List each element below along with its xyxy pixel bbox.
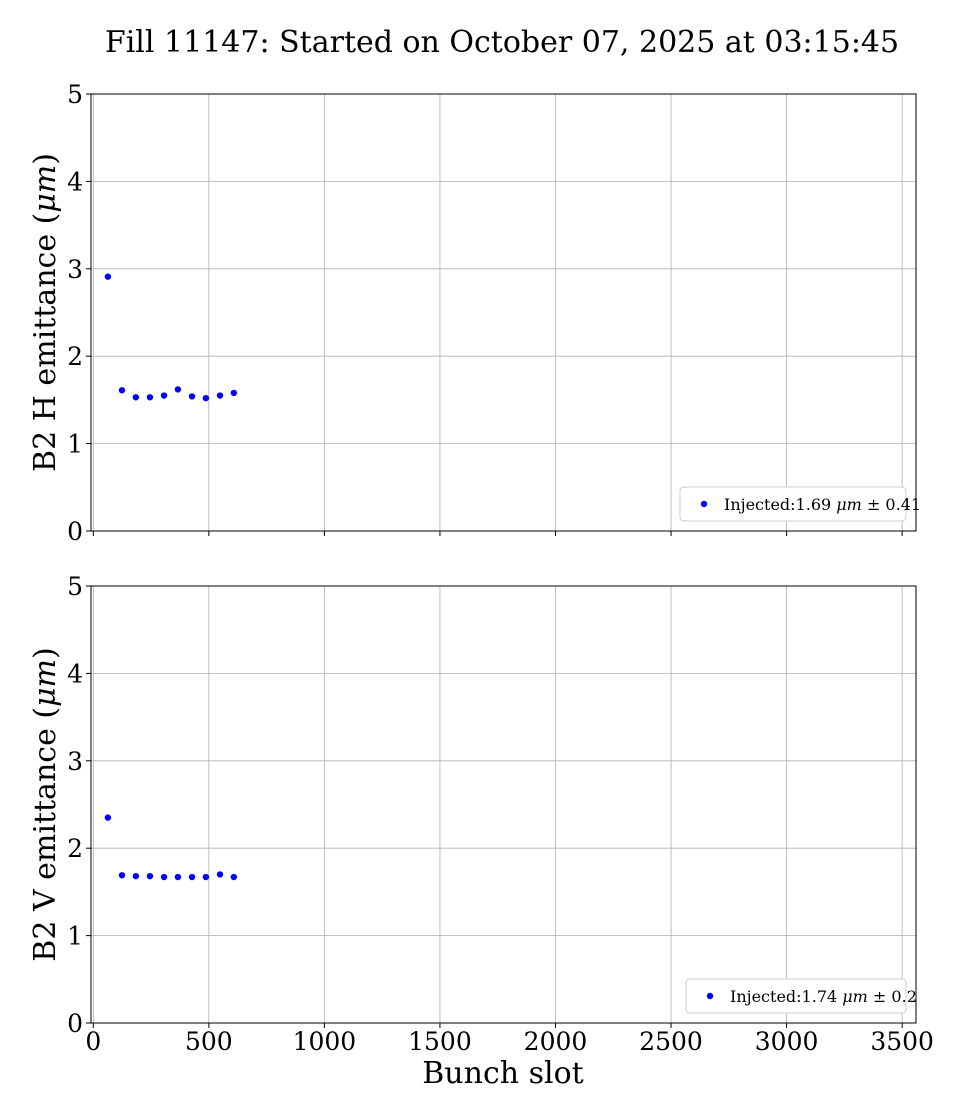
- y-tick-label: 0: [67, 1009, 83, 1038]
- bottom-panel-v-emittance: 0 500 1000 1500 2000 2500 3000 3500 0 1 2 3 4 5 B2 V e…: [28, 572, 934, 1056]
- legend-label-suffix: ± 0.2: [868, 987, 917, 1006]
- data-point: [104, 814, 112, 821]
- data-point: [146, 872, 154, 880]
- legend-label-unit: μm: [842, 987, 868, 1006]
- data-point: [160, 392, 168, 399]
- data-point: [230, 389, 238, 397]
- y-tick-label: 1: [67, 922, 83, 951]
- x-tick-label: 500: [185, 1027, 233, 1056]
- data-point: [202, 394, 210, 402]
- legend-label-suffix: ± 0.41: [862, 495, 921, 514]
- legend-box: [685, 978, 907, 1014]
- y-tick-label: 5: [67, 572, 83, 601]
- x-tick-label: 2500: [639, 1027, 703, 1056]
- data-point: [132, 872, 140, 880]
- data-point: [216, 871, 224, 878]
- data-point: [160, 873, 168, 881]
- legend: Injected:1.69 μm ± 0.41: [679, 486, 921, 522]
- y-axis-label-suffix: ): [28, 153, 63, 165]
- y-tick-label: 2: [67, 342, 83, 371]
- data-point: [132, 394, 140, 401]
- data-point: [174, 386, 182, 393]
- y-axis-label: B2 H emittance (μm): [28, 153, 63, 472]
- x-tick-label: 1000: [293, 1027, 357, 1056]
- data-point: [174, 873, 182, 881]
- y-axis-label: B2 V emittance (μm): [28, 647, 63, 961]
- figure-title: Fill 11147: Started on October 07, 2025 …: [105, 25, 899, 60]
- axes-frame: [90, 93, 917, 532]
- legend-label: Injected:1.74 μm ± 0.2: [730, 987, 917, 1006]
- data-point: [104, 273, 112, 280]
- y-axis-label-suffix: ): [28, 647, 63, 659]
- data-point: [146, 394, 154, 401]
- data-point: [230, 873, 238, 881]
- y-tick-label: 5: [67, 80, 83, 109]
- data-point: [118, 387, 126, 394]
- y-tick-label: 0: [67, 517, 83, 546]
- legend-label: Injected:1.69 μm ± 0.41: [724, 495, 921, 514]
- legend: Injected:1.74 μm ± 0.2: [685, 978, 917, 1014]
- x-tick-label: 3500: [870, 1027, 934, 1056]
- legend-label-prefix: Injected:1.69: [724, 495, 836, 514]
- y-tick-label: 3: [67, 255, 83, 284]
- x-tick-label: 0: [85, 1027, 101, 1056]
- legend-box: [679, 486, 907, 522]
- y-axis-label-prefix: B2 H emittance (: [28, 213, 63, 472]
- x-tick-label: 1500: [408, 1027, 472, 1056]
- y-tick-label: 4: [67, 167, 83, 196]
- data-point: [202, 873, 210, 881]
- y-axis-label-unit: μm: [28, 165, 63, 213]
- y-axis-label-unit: μm: [28, 659, 63, 707]
- data-point: [188, 873, 196, 881]
- legend-label-prefix: Injected:1.74: [730, 987, 842, 1006]
- y-tick-label: 4: [67, 659, 83, 688]
- data-point: [216, 392, 224, 399]
- axes-frame: [90, 585, 917, 1024]
- y-axis-label-prefix: B2 V emittance (: [28, 707, 63, 962]
- legend-marker: [706, 992, 714, 1000]
- x-tick-label: 3000: [755, 1027, 819, 1056]
- y-tick-label: 2: [67, 834, 83, 863]
- legend-label-unit: μm: [836, 495, 862, 514]
- data-point: [118, 872, 126, 879]
- y-tick-label: 1: [67, 430, 83, 459]
- y-tick-label: 3: [67, 747, 83, 776]
- x-axis-label: Bunch slot: [422, 1056, 583, 1091]
- data-point: [188, 393, 196, 400]
- x-tick-label: 2000: [524, 1027, 588, 1056]
- legend-marker: [700, 500, 708, 508]
